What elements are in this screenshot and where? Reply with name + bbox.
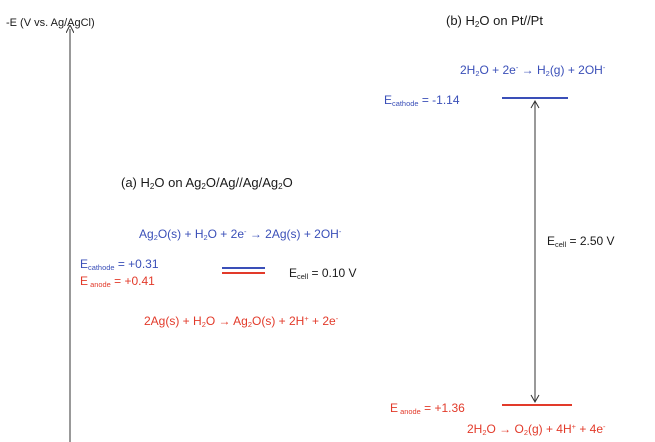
- panel-b-cathode-potential: Ecathode = -1.14: [384, 93, 460, 108]
- panel-b-title: (b) H2O on Pt//Pt: [446, 13, 543, 29]
- panel-b-cathode-reaction: 2H2O + 2e- → H2(g) + 2OH-: [460, 62, 606, 78]
- panel-a-title: (a) H2O on Ag2O/Ag//Ag/Ag2O: [121, 175, 293, 191]
- panel-a-cathode-reaction: Ag2O(s) + H2O + 2e- → 2Ag(s) + 2OH-: [139, 226, 342, 242]
- panel-b-anode-reaction: 2H2O → O2(g) + 4H+ + 4e-: [467, 421, 606, 437]
- panel-a-anode-reaction: 2Ag(s) + H2O → Ag2O(s) + 2H+ + 2e-: [144, 313, 339, 329]
- panel-a-cell-voltage: Ecell = 0.10 V: [289, 266, 357, 281]
- panel-a-cathode-potential: Ecathode = +0.31: [80, 257, 159, 272]
- panel-b-cell-arrow-bottom: [530, 394, 540, 404]
- axis-label: -E (V vs. Ag/AgCl): [6, 17, 95, 29]
- panel-b-cell-arrow-top: [530, 99, 540, 109]
- panel-a-anode-potential: E anode = +0.41: [80, 274, 155, 289]
- panel-b-anode-potential: E anode = +1.36: [390, 401, 465, 416]
- panel-b-cell-voltage: Ecell = 2.50 V: [547, 234, 615, 249]
